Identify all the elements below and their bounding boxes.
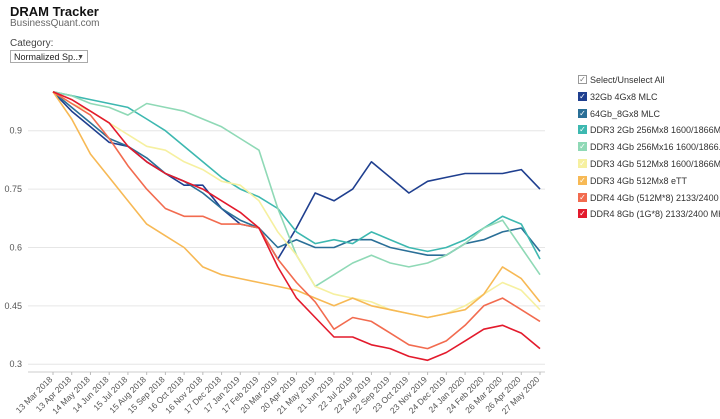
- checkbox-checked-icon: ✓: [578, 192, 587, 202]
- page-title: DRAM Tracker: [10, 4, 99, 19]
- checkbox-checked-icon: ✓: [578, 125, 587, 135]
- series-line: [52, 91, 541, 260]
- y-tick-label: 0.3: [9, 359, 22, 369]
- series-line: [52, 91, 541, 362]
- legend-item[interactable]: ✓ DDR3 2Gb 256Mx8 1600/1866M...: [576, 124, 720, 141]
- legend-item-label: DDR3 4Gb 512Mx8 1600/1866M...: [590, 158, 720, 169]
- legend-item[interactable]: ✓ DDR4 4Gb (512M*8) 2133/2400 ...: [576, 192, 720, 209]
- category-select[interactable]: Normalized Sp... ▼: [10, 50, 88, 63]
- legend-item[interactable]: ✓ DDR3 4Gb 512Mx8 1600/1866M...: [576, 158, 720, 175]
- chevron-down-icon: ▼: [77, 54, 84, 61]
- series-line: [52, 91, 541, 319]
- series-line: [52, 91, 541, 260]
- category-select-value: Normalized Sp...: [14, 52, 81, 62]
- legend-item-label: DDR3 2Gb 256Mx8 1600/1866M...: [590, 125, 720, 136]
- legend-item-label: 32Gb 4Gx8 MLC: [590, 91, 658, 102]
- y-tick-label: 0.75: [4, 184, 22, 194]
- legend: ✓ Select/Unselect All ✓ 32Gb 4Gx8 MLC ✓ 64G…: [576, 74, 720, 225]
- category-label: Category:: [10, 38, 54, 49]
- legend-item-label: DDR3 4Gb 256Mx16 1600/1866...: [590, 142, 720, 153]
- legend-select-all[interactable]: ✓ Select/Unselect All: [576, 74, 720, 91]
- legend-item-label: DDR4 8Gb (1G*8) 2133/2400 MHz: [590, 209, 720, 220]
- legend-item[interactable]: ✓ DDR3 4Gb 256Mx16 1600/1866...: [576, 141, 720, 158]
- y-tick-label: 0.6: [9, 242, 22, 252]
- checkbox-icon: ✓: [578, 75, 587, 84]
- series-line: [52, 91, 541, 319]
- legend-item-label: 64Gb_8Gx8 MLC: [590, 108, 661, 119]
- series-line: [52, 91, 541, 350]
- checkbox-checked-icon: ✓: [578, 175, 587, 185]
- checkbox-checked-icon: ✓: [578, 142, 587, 152]
- page-subtitle: BusinessQuant.com: [10, 18, 100, 29]
- checkbox-checked-icon: ✓: [578, 108, 587, 118]
- y-tick-label: 0.9: [9, 126, 22, 136]
- legend-item[interactable]: ✓ DDR4 8Gb (1G*8) 2133/2400 MHz: [576, 208, 720, 225]
- legend-item[interactable]: ✓ 32Gb 4Gx8 MLC: [576, 91, 720, 108]
- checkbox-checked-icon: ✓: [578, 91, 587, 101]
- checkbox-checked-icon: ✓: [578, 209, 587, 219]
- legend-item-label: DDR3 4Gb 512Mx8 eTT: [590, 175, 688, 186]
- legend-select-all-label: Select/Unselect All: [590, 75, 665, 85]
- legend-item[interactable]: ✓ 64Gb_8Gx8 MLC: [576, 108, 720, 125]
- legend-item[interactable]: ✓ DDR3 4Gb 512Mx8 eTT: [576, 175, 720, 192]
- legend-item-label: DDR4 4Gb (512M*8) 2133/2400 ...: [590, 192, 720, 203]
- checkbox-checked-icon: ✓: [578, 158, 587, 168]
- y-tick-label: 0.45: [4, 301, 22, 311]
